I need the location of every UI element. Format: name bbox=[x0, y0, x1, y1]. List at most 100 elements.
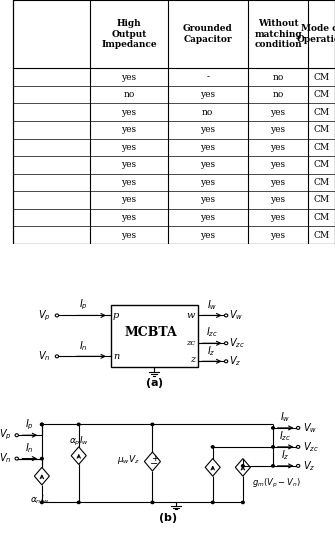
Circle shape bbox=[77, 501, 80, 504]
Text: yes: yes bbox=[121, 108, 137, 117]
Text: $V_p$: $V_p$ bbox=[38, 308, 51, 323]
Text: yes: yes bbox=[270, 230, 286, 240]
Text: no: no bbox=[272, 90, 284, 99]
Text: $V_w$: $V_w$ bbox=[303, 421, 317, 435]
Text: z: z bbox=[190, 355, 195, 364]
Circle shape bbox=[211, 446, 214, 448]
Bar bbox=[111, 305, 198, 367]
Circle shape bbox=[272, 427, 274, 429]
Circle shape bbox=[242, 465, 244, 467]
Text: $\alpha_p I_w$: $\alpha_p I_w$ bbox=[69, 435, 89, 448]
Text: $I_p$: $I_p$ bbox=[25, 418, 34, 431]
Text: $I_n$: $I_n$ bbox=[25, 441, 34, 455]
Text: yes: yes bbox=[121, 160, 137, 169]
Circle shape bbox=[77, 423, 80, 426]
Text: $V_w$: $V_w$ bbox=[229, 309, 244, 322]
Circle shape bbox=[41, 423, 43, 426]
Text: yes: yes bbox=[121, 213, 137, 222]
Text: yes: yes bbox=[270, 160, 286, 169]
Circle shape bbox=[41, 501, 43, 504]
Text: yes: yes bbox=[200, 178, 215, 187]
Text: CM: CM bbox=[314, 125, 330, 134]
Text: p: p bbox=[113, 311, 119, 320]
Text: $I_p$: $I_p$ bbox=[79, 297, 88, 311]
Text: -: - bbox=[206, 72, 209, 81]
Text: CM: CM bbox=[314, 230, 330, 240]
Text: no: no bbox=[202, 108, 213, 117]
Circle shape bbox=[211, 501, 214, 504]
Text: $\mu_w V_z$: $\mu_w V_z$ bbox=[117, 453, 140, 466]
Text: n: n bbox=[113, 352, 119, 361]
Text: yes: yes bbox=[270, 125, 286, 134]
Text: $V_{zc}$: $V_{zc}$ bbox=[303, 440, 318, 454]
Text: $V_z$: $V_z$ bbox=[303, 459, 315, 473]
Text: yes: yes bbox=[200, 160, 215, 169]
Circle shape bbox=[55, 314, 59, 317]
Text: CM: CM bbox=[314, 72, 330, 81]
Circle shape bbox=[41, 457, 43, 460]
Text: CM: CM bbox=[314, 143, 330, 152]
Text: $V_z$: $V_z$ bbox=[229, 354, 242, 368]
Text: $I_{zc}$: $I_{zc}$ bbox=[279, 429, 291, 443]
Text: yes: yes bbox=[121, 196, 137, 204]
Text: CM: CM bbox=[314, 213, 330, 222]
Text: MCBTA: MCBTA bbox=[124, 326, 177, 339]
Text: $I_w$: $I_w$ bbox=[206, 298, 217, 311]
Text: $I_z$: $I_z$ bbox=[207, 344, 216, 358]
Text: CM: CM bbox=[314, 196, 330, 204]
Text: yes: yes bbox=[121, 72, 137, 81]
Text: yes: yes bbox=[270, 213, 286, 222]
Circle shape bbox=[224, 342, 228, 345]
Text: yes: yes bbox=[270, 143, 286, 152]
Text: $V_p$: $V_p$ bbox=[0, 428, 12, 442]
Text: no: no bbox=[123, 90, 135, 99]
Text: yes: yes bbox=[200, 196, 215, 204]
Text: $I_w$: $I_w$ bbox=[280, 411, 291, 424]
Text: −: − bbox=[150, 460, 158, 469]
Text: CM: CM bbox=[314, 178, 330, 187]
Text: Mode of
Operation: Mode of Operation bbox=[296, 25, 335, 44]
Text: $V_{zc}$: $V_{zc}$ bbox=[229, 337, 245, 350]
Text: yes: yes bbox=[200, 213, 215, 222]
Text: CM: CM bbox=[314, 90, 330, 99]
Text: yes: yes bbox=[270, 108, 286, 117]
Circle shape bbox=[296, 464, 300, 467]
Circle shape bbox=[151, 423, 154, 426]
Circle shape bbox=[296, 427, 300, 429]
Text: yes: yes bbox=[121, 143, 137, 152]
Circle shape bbox=[151, 501, 154, 504]
Circle shape bbox=[224, 360, 228, 363]
Text: CM: CM bbox=[314, 108, 330, 117]
Text: $V_n$: $V_n$ bbox=[0, 452, 12, 465]
Text: $\alpha_n I_w$: $\alpha_n I_w$ bbox=[30, 494, 50, 507]
Text: +: + bbox=[151, 454, 158, 463]
Text: yes: yes bbox=[121, 125, 137, 134]
Text: High
Output
Impedance: High Output Impedance bbox=[101, 19, 157, 49]
Text: $\mathbf{(a)}$: $\mathbf{(a)}$ bbox=[145, 376, 163, 390]
Text: zc: zc bbox=[186, 339, 195, 347]
Text: yes: yes bbox=[200, 230, 215, 240]
Text: Grounded
Capacitor: Grounded Capacitor bbox=[183, 25, 232, 44]
Text: w: w bbox=[187, 311, 195, 320]
Text: yes: yes bbox=[200, 143, 215, 152]
Text: CM: CM bbox=[314, 160, 330, 169]
Text: $\mathbf{(b)}$: $\mathbf{(b)}$ bbox=[158, 511, 177, 525]
Circle shape bbox=[15, 434, 18, 437]
Text: Without
matching
condition: Without matching condition bbox=[254, 19, 302, 49]
Circle shape bbox=[272, 446, 274, 448]
Text: $I_z$: $I_z$ bbox=[281, 448, 290, 462]
Circle shape bbox=[15, 457, 18, 460]
Text: no: no bbox=[272, 72, 284, 81]
Text: yes: yes bbox=[121, 230, 137, 240]
Circle shape bbox=[272, 465, 274, 467]
Text: yes: yes bbox=[270, 178, 286, 187]
Text: $V_n$: $V_n$ bbox=[39, 349, 51, 363]
Circle shape bbox=[242, 501, 244, 504]
Circle shape bbox=[296, 445, 300, 448]
Text: yes: yes bbox=[200, 90, 215, 99]
Circle shape bbox=[224, 314, 228, 317]
Text: yes: yes bbox=[270, 196, 286, 204]
Text: $I_n$: $I_n$ bbox=[79, 339, 88, 353]
Circle shape bbox=[41, 423, 43, 426]
Circle shape bbox=[55, 355, 59, 358]
